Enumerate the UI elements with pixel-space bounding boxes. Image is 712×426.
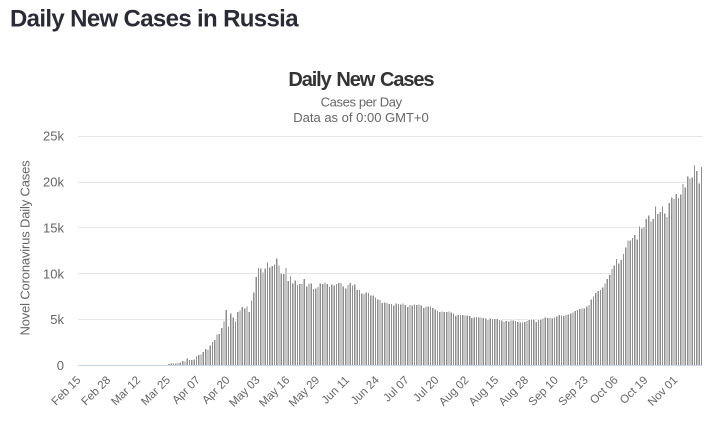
svg-text:Daily New Cases in Russia: Daily New Cases in Russia [10,6,299,33]
svg-text:Daily New Cases: Daily New Cases [288,69,434,91]
svg-text:Data as of 0:00 GMT+0: Data as of 0:00 GMT+0 [293,110,428,125]
svg-text:Cases per Day: Cases per Day [321,95,403,110]
svg-text:20k: 20k [43,175,64,190]
svg-text:10k: 10k [43,266,64,281]
svg-text:5k: 5k [50,312,64,327]
svg-text:0: 0 [57,358,64,373]
svg-text:15k: 15k [43,220,64,235]
svg-text:Novel Coronavirus Daily Cases: Novel Coronavirus Daily Cases [18,160,33,336]
svg-text:25k: 25k [43,129,64,144]
